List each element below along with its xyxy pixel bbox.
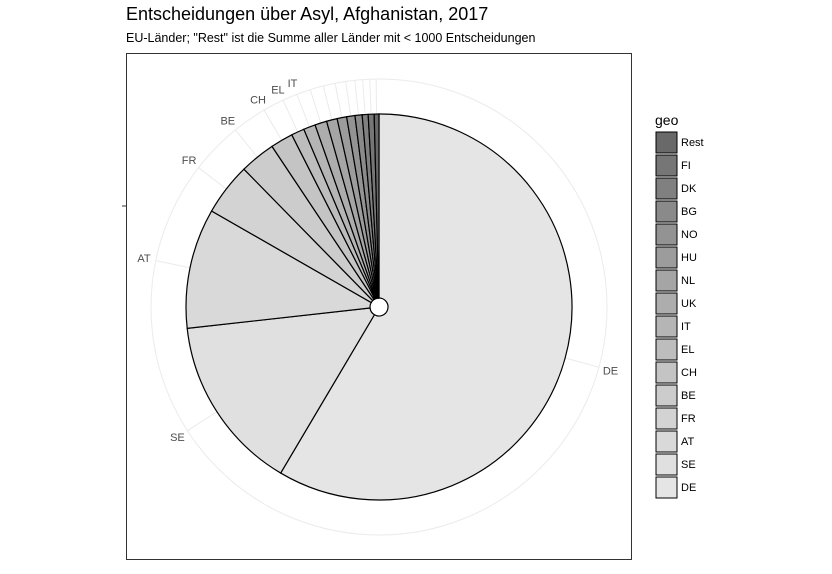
legend-label-no: NO [681, 229, 698, 241]
legend-swatch-it [655, 315, 678, 338]
chart-subtitle: EU-Länder; "Rest" ist die Summe aller Lä… [126, 31, 536, 45]
legend: Rest FI DK BG NO HU NL UK IT EL CH BE FR AT SE DE [655, 131, 704, 499]
grid-line [282, 99, 299, 133]
slice-label-at: AT [137, 253, 151, 265]
grid-line [187, 411, 218, 432]
legend-swatch-el [655, 338, 678, 361]
slice-label-se: SE [170, 432, 185, 444]
grid-line [334, 83, 343, 118]
slice-label-de: DE [603, 365, 618, 377]
legend-label-hu: HU [681, 252, 697, 264]
grid-line [369, 79, 372, 115]
legend-label-rest: Rest [681, 137, 704, 149]
grid-line [322, 85, 333, 120]
legend-swatch-se [655, 453, 678, 476]
legend-swatch-fi [655, 154, 678, 177]
grid-line [309, 89, 322, 124]
legend-swatch-hu [655, 246, 678, 269]
grid-line [345, 81, 352, 117]
legend-label-it: IT [681, 321, 691, 333]
slice-label-be: BE [220, 116, 235, 128]
slice-label-fr: FR [182, 155, 197, 167]
legend-swatch-no [655, 223, 678, 246]
legend-swatch-de [655, 476, 678, 499]
grid-line [296, 94, 310, 128]
legend-swatch-dk [655, 177, 678, 200]
legend-label-el: EL [681, 344, 694, 356]
legend-label-bg: BG [681, 206, 697, 218]
legend-swatch-uk [655, 292, 678, 315]
legend-label-fr: FR [681, 413, 696, 425]
grid-line [354, 80, 360, 116]
legend-label-at: AT [681, 436, 695, 448]
pie-slices [185, 113, 573, 501]
legend-label-nl: NL [681, 275, 695, 287]
legend-label-uk: UK [681, 298, 697, 310]
grid-line [155, 260, 191, 269]
legend-swatch-at [655, 430, 678, 453]
legend-swatch-rest [655, 131, 678, 154]
grid-line [234, 129, 258, 158]
legend-swatch-bg [655, 200, 678, 223]
legend-label-se: SE [681, 459, 696, 471]
pie-slice-at [185, 210, 373, 330]
legend-label-be: BE [681, 390, 696, 402]
legend-label-ch: CH [681, 367, 697, 379]
legend-swatch-fr [655, 407, 678, 430]
legend-swatch-ch [655, 361, 678, 384]
legend-swatch-nl [655, 269, 678, 292]
grid-line [198, 167, 227, 190]
slice-labels: DE SE AT FR BE CH EL IT [137, 78, 618, 444]
slice-label-el: EL [271, 84, 284, 96]
pie-slice-se [186, 307, 376, 474]
legend-title: geo [655, 112, 679, 128]
grid-line [565, 357, 600, 368]
grid-line [263, 109, 283, 141]
pie-slice-rest [373, 113, 380, 299]
legend-label-dk: DK [681, 183, 697, 195]
chart-title: Entscheidungen über Asyl, Afghanistan, 2… [126, 4, 489, 24]
grid-circle [150, 78, 608, 536]
legend-label-fi: FI [681, 160, 691, 172]
slice-label-it: IT [288, 78, 298, 90]
legend-label-de: DE [681, 482, 696, 494]
pie-slice-de [279, 113, 573, 501]
polar-grid [150, 78, 608, 536]
slice-label-ch: CH [250, 95, 266, 107]
grid-line [362, 79, 366, 115]
legend-swatch-be [655, 384, 678, 407]
